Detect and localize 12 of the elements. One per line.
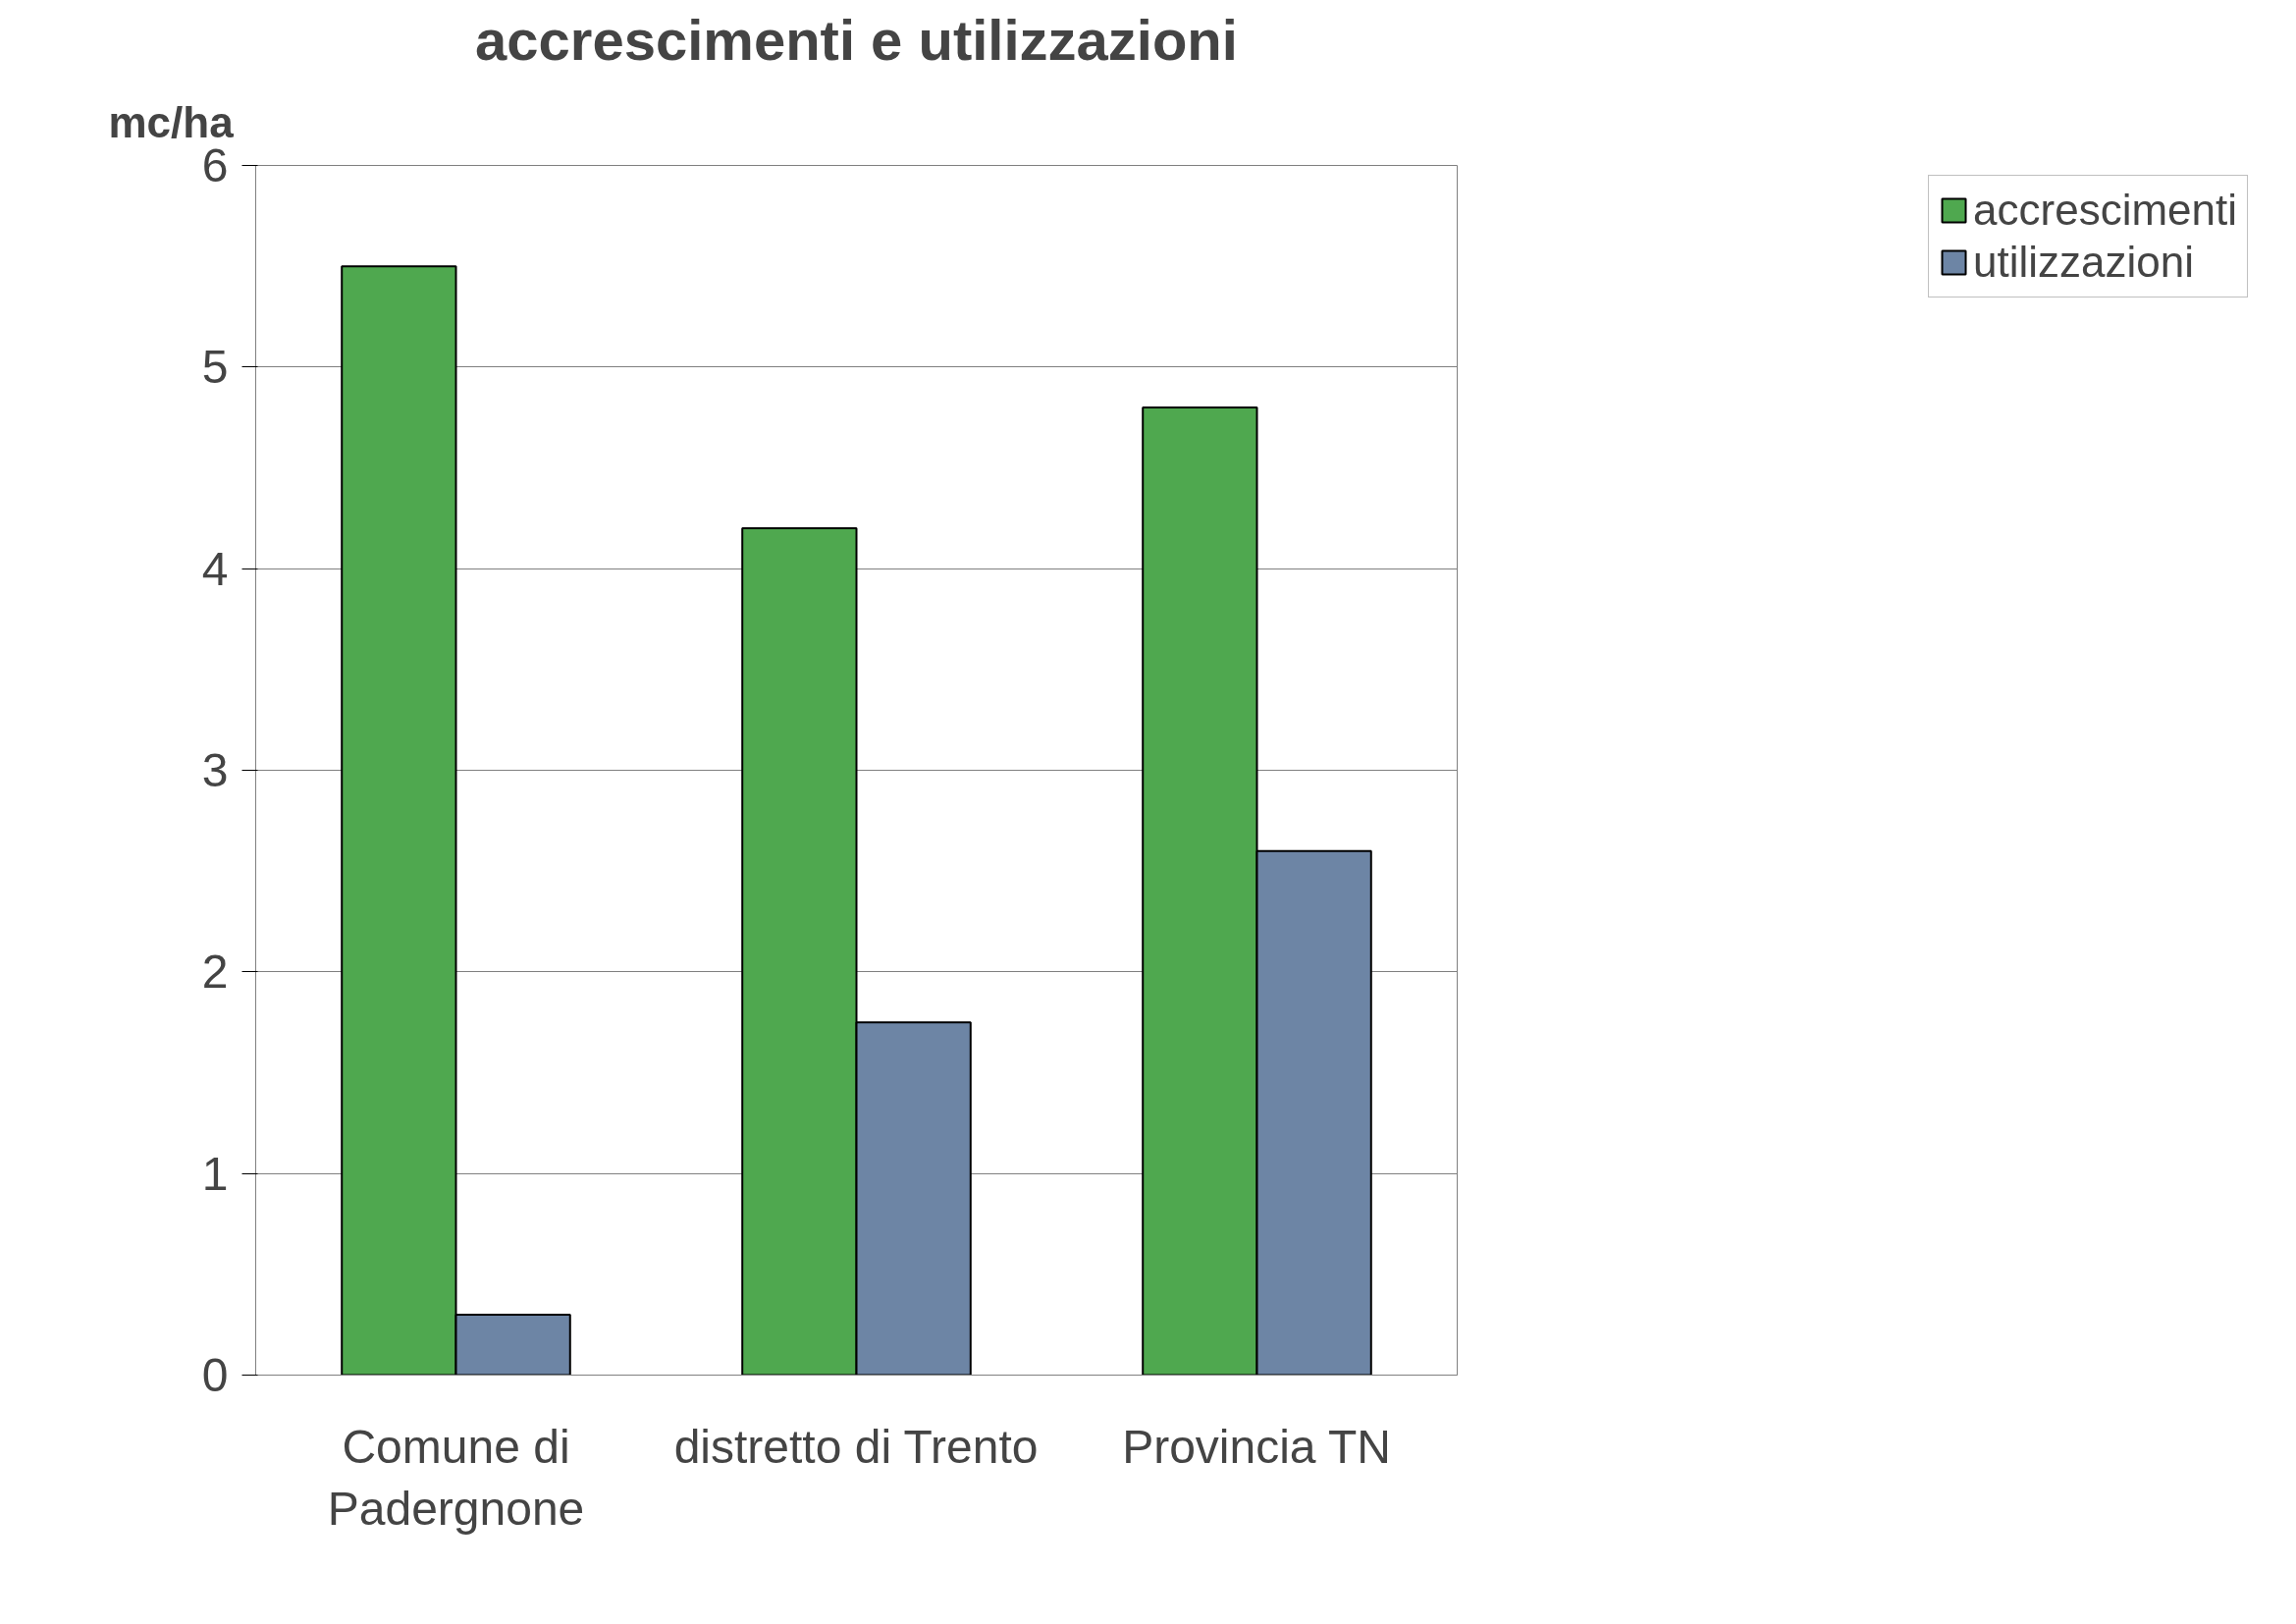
x-tick-label: Comune di Padergnone	[327, 1420, 585, 1536]
x-tick-label: distretto di Trento	[673, 1420, 1039, 1473]
chart-title: accrescimenti e utilizzazioni	[475, 7, 1238, 72]
y-tick-label: 5	[201, 341, 229, 394]
y-tick-label: 2	[201, 946, 229, 999]
legend-label: utilizzazioni	[1973, 238, 2195, 287]
y-tick-label: 4	[201, 542, 229, 595]
y-tick-label: 0	[201, 1349, 229, 1401]
y-tick-label: 1	[201, 1147, 229, 1200]
legend-label: accrescimenti	[1973, 186, 2237, 235]
y-tick-label: 3	[201, 744, 229, 796]
x-tick-label: Provincia TN	[1122, 1420, 1392, 1473]
